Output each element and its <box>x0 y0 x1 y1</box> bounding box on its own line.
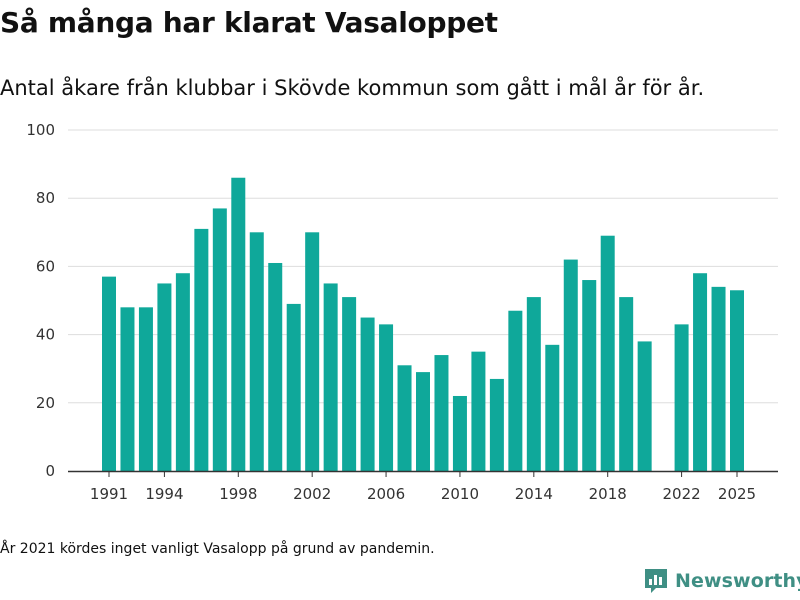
x-tick-label-2022: 2022 <box>662 485 700 503</box>
bar-2002 <box>305 232 320 471</box>
footnote: År 2021 kördes inget vanligt Vasalopp på… <box>0 541 435 557</box>
y-tick-label-0: 0 <box>45 462 55 480</box>
bar-2007 <box>397 365 412 471</box>
x-tick-label-2006: 2006 <box>367 485 405 503</box>
bar-2014 <box>526 297 541 471</box>
bar-2024 <box>711 286 726 471</box>
bar-2025 <box>730 290 744 471</box>
x-tick-label-1994: 1994 <box>145 485 183 503</box>
chart-subtitle: Antal åkare från klubbar i Skövde kommun… <box>0 76 705 100</box>
bar-2017 <box>582 280 597 471</box>
y-tick-label-80: 80 <box>36 189 55 207</box>
bar-2016 <box>563 259 578 471</box>
bar-2003 <box>323 283 338 471</box>
bar-2000 <box>268 262 283 471</box>
bar-2001 <box>286 303 301 471</box>
bar-2013 <box>508 310 523 471</box>
x-tick-label-2014: 2014 <box>515 485 553 503</box>
y-tick-label-60: 60 <box>36 257 55 275</box>
bar-2022 <box>674 324 689 471</box>
bar-2018 <box>600 235 615 471</box>
bar-2010 <box>452 395 467 471</box>
y-tick-label-100: 100 <box>26 121 55 139</box>
bar-2008 <box>416 372 430 471</box>
bar-1992 <box>120 307 135 471</box>
y-tick-label-20: 20 <box>36 394 55 412</box>
chart-title: Så många har klarat Vasaloppet <box>0 6 498 39</box>
bar-2011 <box>471 351 486 471</box>
bar-1997 <box>212 208 227 471</box>
x-tick-label-1998: 1998 <box>219 485 257 503</box>
newsworthy-logo-icon <box>645 569 667 593</box>
bar-1999 <box>249 232 264 471</box>
bar-2023 <box>693 273 708 471</box>
bar-2004 <box>342 297 357 471</box>
bar-1998 <box>231 177 246 472</box>
bar-2020 <box>637 341 652 471</box>
bar-1995 <box>175 273 190 471</box>
bar-1996 <box>194 228 209 471</box>
bar-2006 <box>379 324 394 471</box>
bar-1993 <box>138 307 153 471</box>
bar-1994 <box>157 283 172 471</box>
bar-2009 <box>434 355 449 471</box>
x-tick-label-2010: 2010 <box>441 485 479 503</box>
bar-2015 <box>545 344 560 471</box>
x-tick-label-2002: 2002 <box>293 485 331 503</box>
x-tick-label-2018: 2018 <box>589 485 627 503</box>
x-tick-label-2025: 2025 <box>718 485 756 503</box>
y-tick-label-40: 40 <box>36 326 55 344</box>
newsworthy-logo[interactable]: Newsworthy <box>643 567 800 595</box>
bar-2005 <box>360 317 375 471</box>
bar-2019 <box>619 297 634 471</box>
bar-2012 <box>489 378 504 471</box>
bar-1991 <box>102 276 116 471</box>
x-tick-label-1991: 1991 <box>90 485 128 503</box>
newsworthy-logo-text: Newsworthy <box>675 570 800 592</box>
bar-chart: 0 20 40 60 80 100 1991 1994 1998 2002 2006 2010 2014… <box>26 121 778 503</box>
